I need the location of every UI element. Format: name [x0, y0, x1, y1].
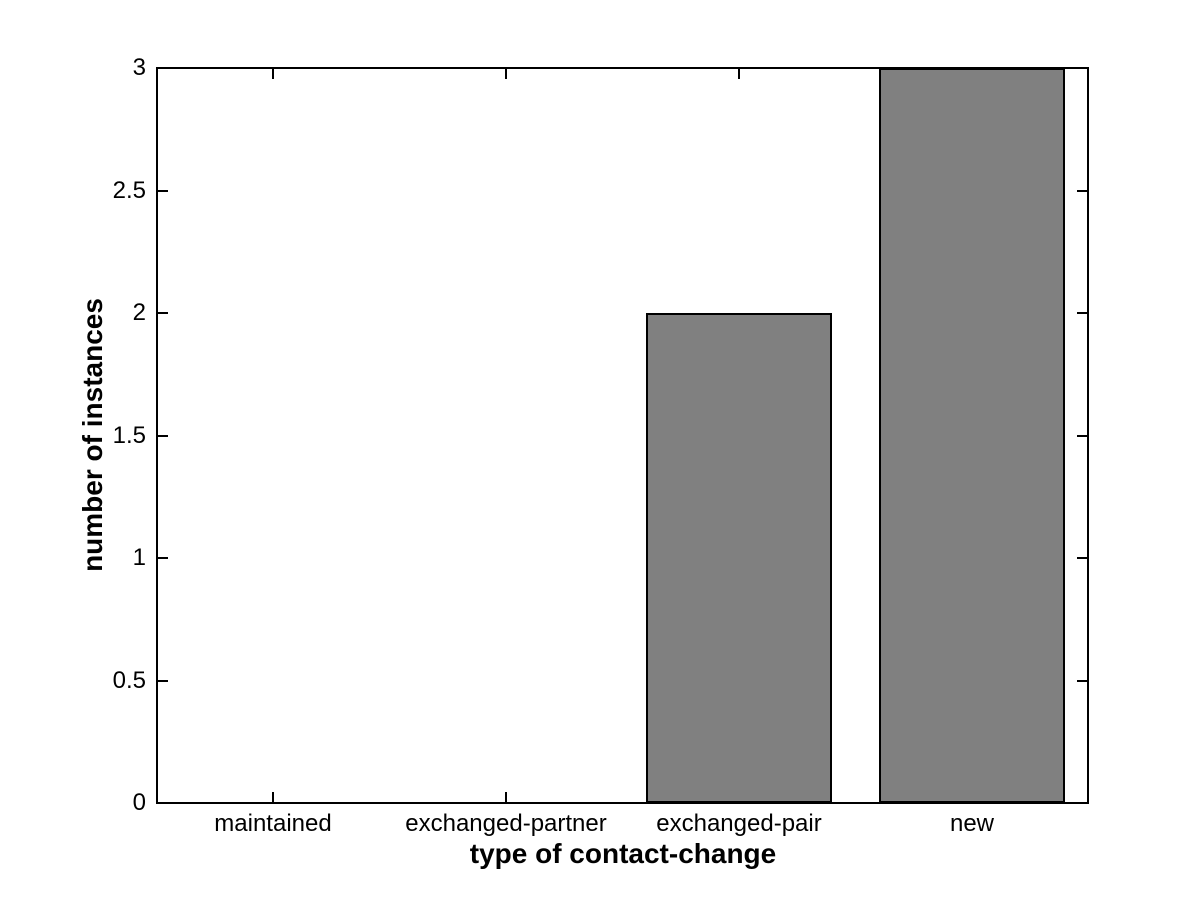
- y-tick-label: 3: [132, 54, 146, 81]
- y-tick-label: 1.5: [112, 422, 146, 449]
- y-tick-right: [1077, 557, 1087, 559]
- x-tick-label: exchanged-pair: [656, 810, 822, 837]
- y-tick-right: [1077, 435, 1087, 437]
- y-tick-right: [1077, 190, 1087, 192]
- y-tick-left: [158, 557, 168, 559]
- x-axis-label: type of contact-change: [469, 838, 777, 869]
- x-tick-label: new: [949, 810, 995, 837]
- x-tick-label: exchanged-partner: [405, 810, 607, 837]
- x-tick-top: [505, 69, 507, 79]
- x-tick-label: maintained: [214, 810, 332, 837]
- y-tick-label: 0.5: [112, 667, 146, 694]
- y-tick-left: [158, 435, 168, 437]
- y-tick-left: [158, 190, 168, 192]
- y-tick-label: 1: [132, 544, 146, 571]
- x-tick-top: [272, 69, 274, 79]
- y-tick-label: 2: [132, 299, 146, 326]
- y-tick-label: 0: [132, 789, 146, 816]
- y-tick-label: 2.5: [112, 177, 146, 204]
- x-tick-bottom: [272, 792, 274, 802]
- y-tick-left: [158, 312, 168, 314]
- y-tick-right: [1077, 802, 1087, 804]
- x-tick-top: [738, 69, 740, 79]
- y-tick-left: [158, 67, 168, 69]
- x-tick-bottom: [505, 792, 507, 802]
- y-axis-label: number of instances: [77, 298, 108, 572]
- y-tick-left: [158, 680, 168, 682]
- y-tick-right: [1077, 680, 1087, 682]
- y-tick-right: [1077, 312, 1087, 314]
- bar-new: [879, 68, 1065, 803]
- bar-exchanged-pair: [646, 313, 832, 803]
- y-tick-right: [1077, 67, 1087, 69]
- y-tick-left: [158, 802, 168, 804]
